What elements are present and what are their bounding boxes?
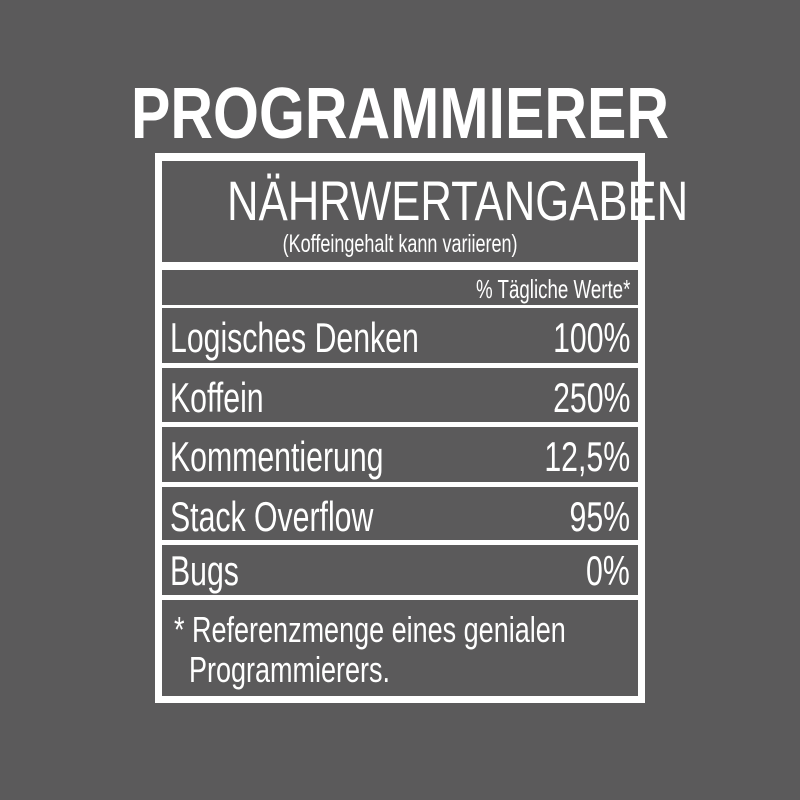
- row-value: 95%: [569, 493, 630, 540]
- daily-values-header: % Tägliche Werte*: [162, 270, 638, 305]
- footnote-panel: * Referenzmenge eines genialen Programmi…: [162, 600, 638, 696]
- heading: NÄHRWERTANGABEN: [227, 169, 689, 232]
- row-label: Bugs: [170, 547, 239, 594]
- label-header: NÄHRWERTANGABEN (Koffeingehalt kann vari…: [162, 161, 689, 262]
- table-row: Logisches Denken 100%: [162, 308, 638, 363]
- row-label: Stack Overflow: [170, 493, 374, 540]
- row-value: 12,5%: [544, 433, 630, 480]
- table-row: Stack Overflow 95%: [162, 487, 638, 540]
- title: PROGRAMMIERER: [131, 74, 669, 154]
- table-row: Kommentierung 12,5%: [162, 427, 638, 482]
- subheading: (Koffeingehalt kann variieren): [282, 230, 518, 258]
- table-row: Koffein 250%: [162, 368, 638, 422]
- footnote: * Referenzmenge eines genialen Programmi…: [174, 609, 566, 690]
- row-label: Koffein: [170, 374, 264, 421]
- row-value: 100%: [552, 314, 630, 361]
- row-value: 250%: [552, 374, 630, 421]
- row-value: 0%: [586, 547, 630, 594]
- row-label: Kommentierung: [170, 433, 384, 480]
- table-row: Bugs 0%: [162, 545, 638, 595]
- row-label: Logisches Denken: [170, 314, 419, 361]
- nutrition-label: NÄHRWERTANGABEN (Koffeingehalt kann vari…: [155, 153, 689, 703]
